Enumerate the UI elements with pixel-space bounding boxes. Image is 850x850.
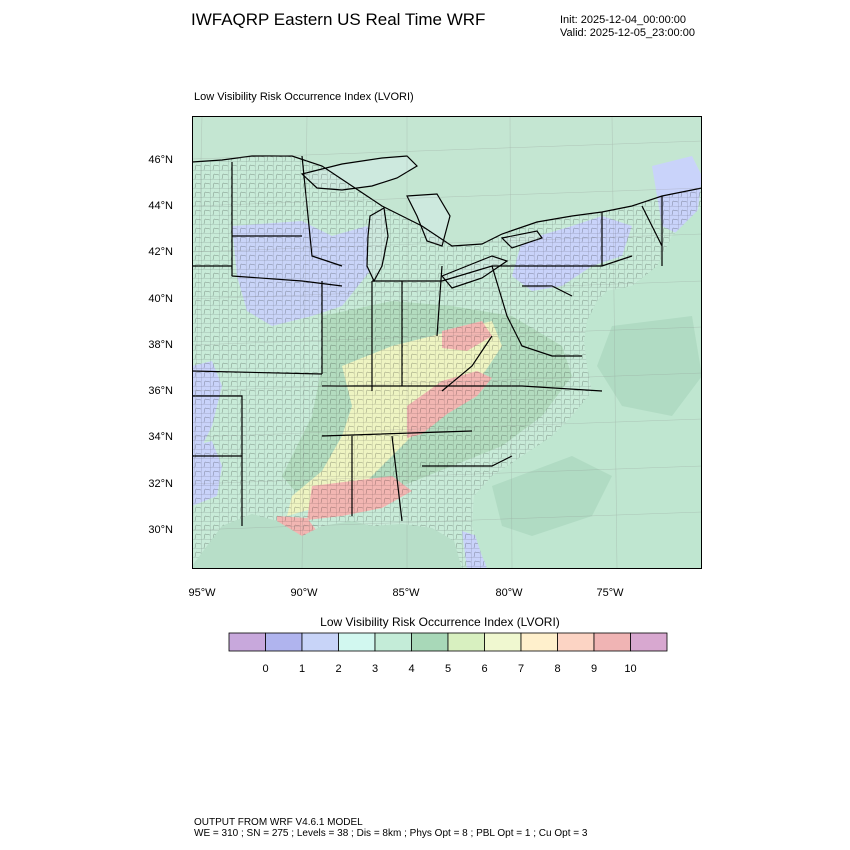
ocean-shading bbox=[597, 316, 702, 416]
gulf-of-mexico bbox=[192, 514, 462, 569]
graticule bbox=[192, 116, 702, 569]
colorbar-label-5: 5 bbox=[444, 663, 452, 675]
lat-label-30n: 30°N bbox=[148, 524, 173, 536]
init-time: Init: 2025-12-04_00:00:00 bbox=[560, 14, 686, 26]
footer-config-line: WE = 310 ; SN = 275 ; Levels = 38 ; Dis … bbox=[194, 828, 588, 839]
colorbar-swatch-2 bbox=[301, 632, 339, 652]
colorbar-swatch-1 bbox=[265, 632, 303, 652]
lon-label-75w: 75°W bbox=[596, 587, 624, 599]
colorbar-swatch-4 bbox=[374, 632, 412, 652]
colorbar-label-0: 0 bbox=[262, 663, 269, 675]
lon-label-95w: 95°W bbox=[188, 587, 216, 599]
colorbar-label-2: 2 bbox=[335, 663, 342, 675]
colorbar-swatch-5 bbox=[411, 632, 449, 652]
colorbar bbox=[228, 632, 668, 652]
map-panel bbox=[192, 116, 702, 569]
colorbar-label-3: 3 bbox=[371, 663, 379, 675]
lat-label-42n: 42°N bbox=[148, 246, 173, 258]
colorbar-title: Low Visibility Risk Occurrence Index (LV… bbox=[320, 615, 560, 629]
colorbar-swatch-6 bbox=[447, 632, 485, 652]
colorbar-label-9: 9 bbox=[590, 663, 598, 675]
lat-label-44n: 44°N bbox=[148, 200, 173, 212]
lat-label-38n: 38°N bbox=[148, 339, 173, 351]
lat-label-46n: 46°N bbox=[148, 154, 173, 166]
lat-label-36n: 36°N bbox=[148, 385, 173, 397]
map-border bbox=[192, 116, 702, 569]
lon-label-80w: 80°W bbox=[495, 587, 523, 599]
colorbar-swatch-8 bbox=[520, 632, 558, 652]
footer-model-line: OUTPUT FROM WRF V4.6.1 MODEL bbox=[194, 817, 363, 828]
canada-land bbox=[192, 116, 702, 246]
map-title: Low Visibility Risk Occurrence Index (LV… bbox=[194, 91, 414, 103]
colorbar-label-7: 7 bbox=[517, 663, 525, 675]
lat-label-32n: 32°N bbox=[148, 478, 173, 490]
county-boundaries bbox=[192, 156, 702, 569]
colorbar-swatch-11 bbox=[630, 632, 668, 652]
colorbar-swatch-10 bbox=[593, 632, 631, 652]
lon-label-90w: 90°W bbox=[290, 587, 318, 599]
colorbar-swatch-3 bbox=[338, 632, 376, 652]
colorbar-swatch-7 bbox=[484, 632, 522, 652]
colorbar-label-8: 8 bbox=[554, 663, 561, 675]
main-title: IWFAQRP Eastern US Real Time WRF bbox=[191, 10, 486, 29]
lat-label-34n: 34°N bbox=[148, 431, 173, 443]
colorbar-swatch-9 bbox=[557, 632, 595, 652]
colorbar-label-10: 10 bbox=[624, 663, 637, 675]
colorbar-swatch-0 bbox=[228, 632, 266, 652]
lat-label-40n: 40°N bbox=[148, 293, 173, 305]
valid-time: Valid: 2025-12-05_23:00:00 bbox=[560, 27, 695, 39]
state-boundaries bbox=[192, 155, 702, 526]
colorbar-label-6: 6 bbox=[481, 663, 488, 675]
ocean-shading-south bbox=[492, 456, 612, 536]
colorbar-label-1: 1 bbox=[298, 663, 306, 675]
colorbar-label-4: 4 bbox=[408, 663, 415, 675]
lon-label-85w: 85°W bbox=[392, 587, 420, 599]
